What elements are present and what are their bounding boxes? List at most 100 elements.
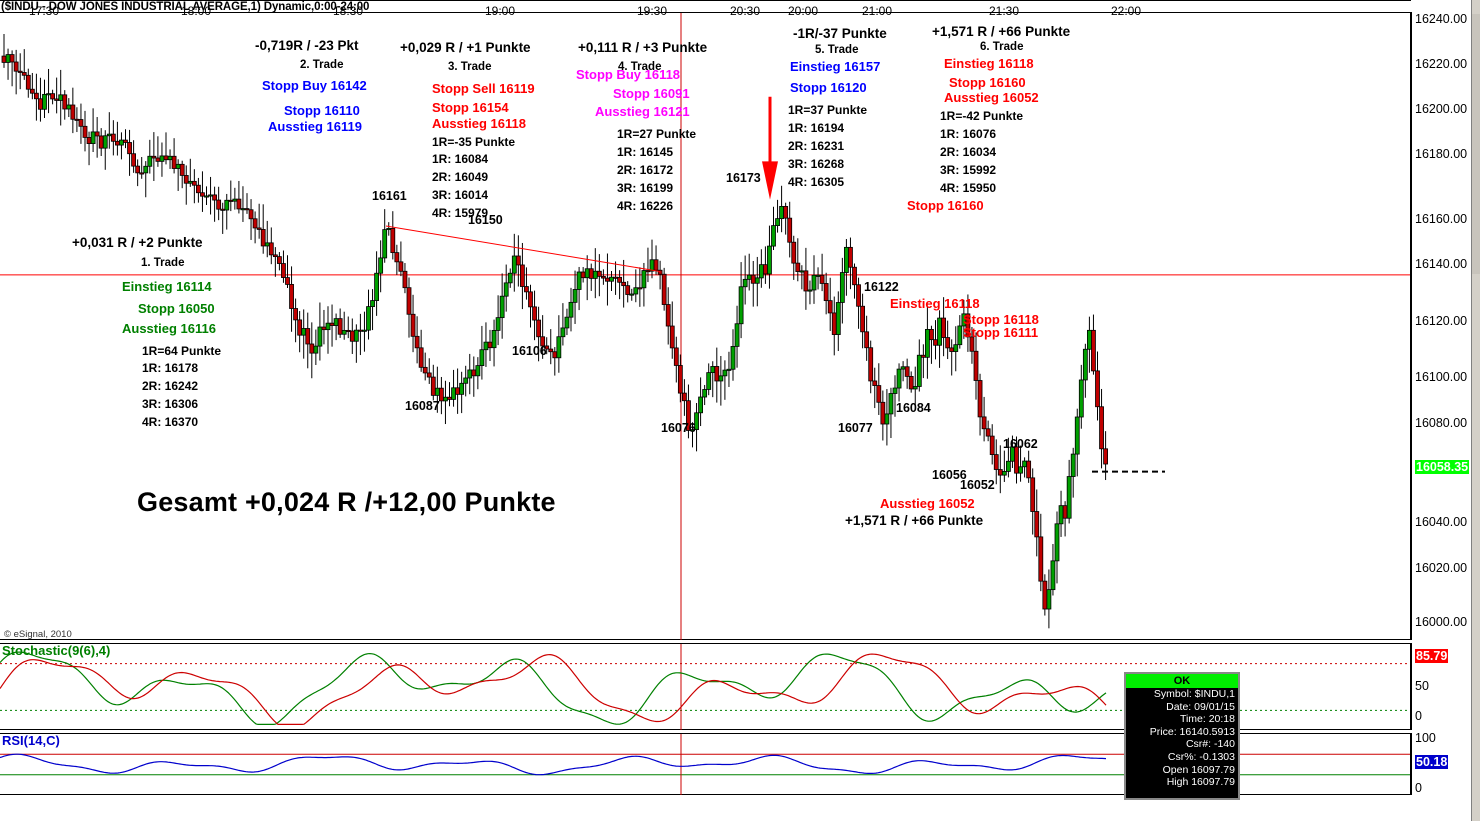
databox-open: Open 16097.79 <box>1162 763 1235 776</box>
stochastic-tick: 50 <box>1415 679 1429 693</box>
trade-3-header: +0,029 R / +1 Punkte <box>400 40 531 55</box>
price-label-16077: 16077 <box>838 421 873 435</box>
trade-4-header: +0,111 R / +3 Punkte <box>578 40 708 55</box>
price-tick: 16080.00 <box>1415 416 1468 430</box>
trade-3-label: 3. Trade <box>448 61 492 73</box>
time-tick: 19:30 <box>636 4 668 18</box>
price-label-16056: 16056 <box>932 468 967 482</box>
trade-2-exit: Ausstieg 16119 <box>268 119 362 134</box>
price-label-16087: 16087 <box>405 399 440 413</box>
scrollbar-thumb[interactable] <box>1472 14 1480 274</box>
price-tick: 16120.00 <box>1415 314 1468 328</box>
marker-stopp-16160: Stopp 16160 <box>907 198 984 213</box>
trade-1-r2: 2R: 16242 <box>142 379 199 393</box>
trade-6-entry: Einstieg 16118 <box>944 56 1034 71</box>
price-tick: 16240.00 <box>1415 12 1468 26</box>
marker-einstieg-16118: Einstieg 16118 <box>890 296 980 311</box>
price-tick: 16160.00 <box>1415 212 1468 226</box>
trade-6-r2: 2R: 16034 <box>940 145 997 159</box>
trade-3-stop-sell: Stopp Sell 16119 <box>432 81 535 96</box>
trade-1-label: 1. Trade <box>141 257 185 269</box>
price-tick: 16100.00 <box>1415 370 1468 384</box>
trade-5-header: -1R/-37 Punkte <box>793 26 887 41</box>
trade-5-entry: Einstieg 16157 <box>790 59 881 74</box>
databox-time: Time: 20:18 <box>1179 713 1235 726</box>
trade-6-r1: 1R: 16076 <box>940 127 997 141</box>
marker-result-trade-6: +1,571 R / +66 Punkte <box>845 513 984 528</box>
trade-3-r3: 3R: 16014 <box>432 188 489 202</box>
trade-2-stop-buy: Stopp Buy 16142 <box>262 78 367 93</box>
marker-stopp-16118: Stopp 16118 <box>963 312 1039 327</box>
rsi-scale[interactable]: 100 50.18 0 <box>1411 731 1480 795</box>
rsi-label: RSI(14,C) <box>2 733 60 748</box>
stochastic-scale[interactable]: 85.79 50 0 <box>1411 643 1480 730</box>
vertical-scrollbar[interactable] <box>1471 0 1480 821</box>
trade-5-r2: 2R: 16231 <box>788 139 845 153</box>
price-tick: 16000.00 <box>1415 615 1468 629</box>
price-label-16076: 16076 <box>661 421 696 435</box>
trade-5-r1: 1R: 16194 <box>788 121 845 135</box>
price-tick: 16020.00 <box>1415 561 1468 575</box>
trade-1-r3: 3R: 16306 <box>142 397 199 411</box>
price-tick: 16200.00 <box>1415 102 1468 116</box>
rsi-value-tag: 50.18 <box>1415 755 1449 769</box>
trade-4-r3: 3R: 16199 <box>617 181 674 195</box>
rsi-tick: 0 <box>1415 781 1422 795</box>
trade-5-r4: 4R: 16305 <box>788 175 845 189</box>
time-tick: 21:00 <box>861 4 893 18</box>
current-price-tag: 16058.35 <box>1415 460 1470 474</box>
price-label-16150: 16150 <box>468 213 503 227</box>
time-tick: 21:30 <box>988 4 1020 18</box>
trade-4-r2: 2R: 16172 <box>617 163 674 177</box>
databox-symbol: Symbol: $INDU,1 <box>1153 688 1235 700</box>
trade-1-r1: 1R: 16178 <box>142 361 199 375</box>
price-label-16106: 16106 <box>512 344 547 358</box>
trade-4-stop: Stopp 16091 <box>613 86 690 101</box>
stochastic-label: Stochastic(9(6),4) <box>2 643 111 658</box>
stochastic-value-tag: 85.79 <box>1415 649 1449 663</box>
trade-1-risk-header: 1R=64 Punkte <box>142 344 222 358</box>
trade-1-stop: Stopp 16050 <box>138 301 215 316</box>
summary-total: Gesamt +0,024 R /+12,00 Punkte <box>137 487 556 517</box>
trade-4-r1: 1R: 16145 <box>617 145 674 159</box>
trade-3-exit: Ausstieg 16118 <box>432 116 526 131</box>
databox-high: High 16097.79 <box>1166 776 1235 789</box>
trade-4-exit: Ausstieg 16121 <box>595 104 690 119</box>
trade-6-risk-header: 1R=-42 Punkte <box>940 109 1024 123</box>
trade-6-label: 6. Trade <box>980 41 1024 53</box>
marker-stopp-16111: Stopp 16111 <box>963 325 1039 340</box>
price-scale[interactable]: 16240.00 16220.00 16200.00 16180.00 1616… <box>1411 12 1480 640</box>
trade-5-stop: Stopp 16120 <box>790 80 867 95</box>
trade-3-r4: 4R: 15979 <box>432 206 489 220</box>
trade-1-entry: Einstieg 16114 <box>122 279 212 294</box>
trade-3-r2: 2R: 16049 <box>432 170 489 184</box>
trade-4-risk-header: 1R=27 Punkte <box>617 127 697 141</box>
trade-3-risk-header: 1R=-35 Punkte <box>432 135 516 149</box>
trade-1-r4: 4R: 16370 <box>142 415 199 429</box>
price-label-16161: 16161 <box>372 189 407 203</box>
rsi-tick: 100 <box>1415 731 1436 745</box>
trade-3-stop: Stopp 16154 <box>432 100 509 115</box>
cursor-data-box[interactable]: OK Symbol: $INDU,1 Date: 09/01/15 Time: … <box>1124 672 1240 800</box>
price-label-16084: 16084 <box>896 401 931 415</box>
price-pane[interactable] <box>0 12 1411 640</box>
trade-6-stop: Stopp 16160 <box>949 75 1026 90</box>
price-label-16122: 16122 <box>864 280 899 294</box>
trade-6-r4: 4R: 15950 <box>940 181 997 195</box>
trade-3-r1: 1R: 16084 <box>432 152 489 166</box>
window-title: ($INDU - DOW JONES INDUSTRIAL AVERAGE,1)… <box>1 1 370 13</box>
databox-date: Date: 09/01/15 <box>1166 700 1235 713</box>
databox-csr-pct: Csr%: -0.1303 <box>1167 750 1235 763</box>
time-tick: 20:00 <box>787 4 819 18</box>
marker-ausstieg-16052: Ausstieg 16052 <box>880 496 975 511</box>
trade-4-label: 4. Trade <box>618 61 662 73</box>
trade-4-r4: 4R: 16226 <box>617 199 674 213</box>
time-tick: 18:30 <box>332 4 364 18</box>
databox-status: OK <box>1126 674 1238 688</box>
price-label-16173: 16173 <box>726 171 761 185</box>
time-tick: 18:00 <box>180 4 212 18</box>
trade-2-stop: Stopp 16110 <box>284 103 360 118</box>
trade-1-header: +0,031 R / +2 Punkte <box>72 235 203 250</box>
trade-1-exit: Ausstieg 16116 <box>122 321 216 336</box>
